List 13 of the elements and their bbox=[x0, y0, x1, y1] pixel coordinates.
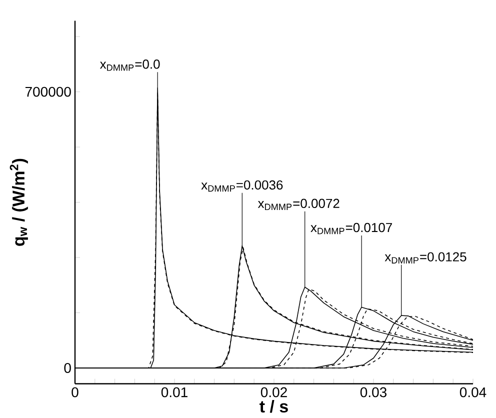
annotation: x$_{DMMP}$=0.0036 bbox=[201, 180, 283, 192]
x-tick-label: 0.03 bbox=[360, 387, 387, 398]
annotation: x$_{DMMP}$=0.0072 bbox=[258, 198, 340, 210]
annotation: x$_{DMMP}$=0.0 bbox=[100, 60, 160, 71]
x-axis-title: t / s bbox=[260, 400, 288, 413]
x-tick-label: 0 bbox=[72, 387, 78, 398]
y-tick-label: 700000 bbox=[25, 86, 71, 97]
x-tick-label: 0.04 bbox=[460, 387, 486, 398]
annotation: x$_{DMMP}$=0.0107 bbox=[310, 222, 392, 234]
x-tick-label: 0.01 bbox=[161, 387, 188, 398]
x-tick-label: 0.02 bbox=[260, 387, 287, 398]
annotation: x$_{DMMP}$=0.0125 bbox=[384, 252, 466, 264]
y-axis-title: q$_{w}$ / (W/m$^{2}$) bbox=[10, 158, 28, 246]
